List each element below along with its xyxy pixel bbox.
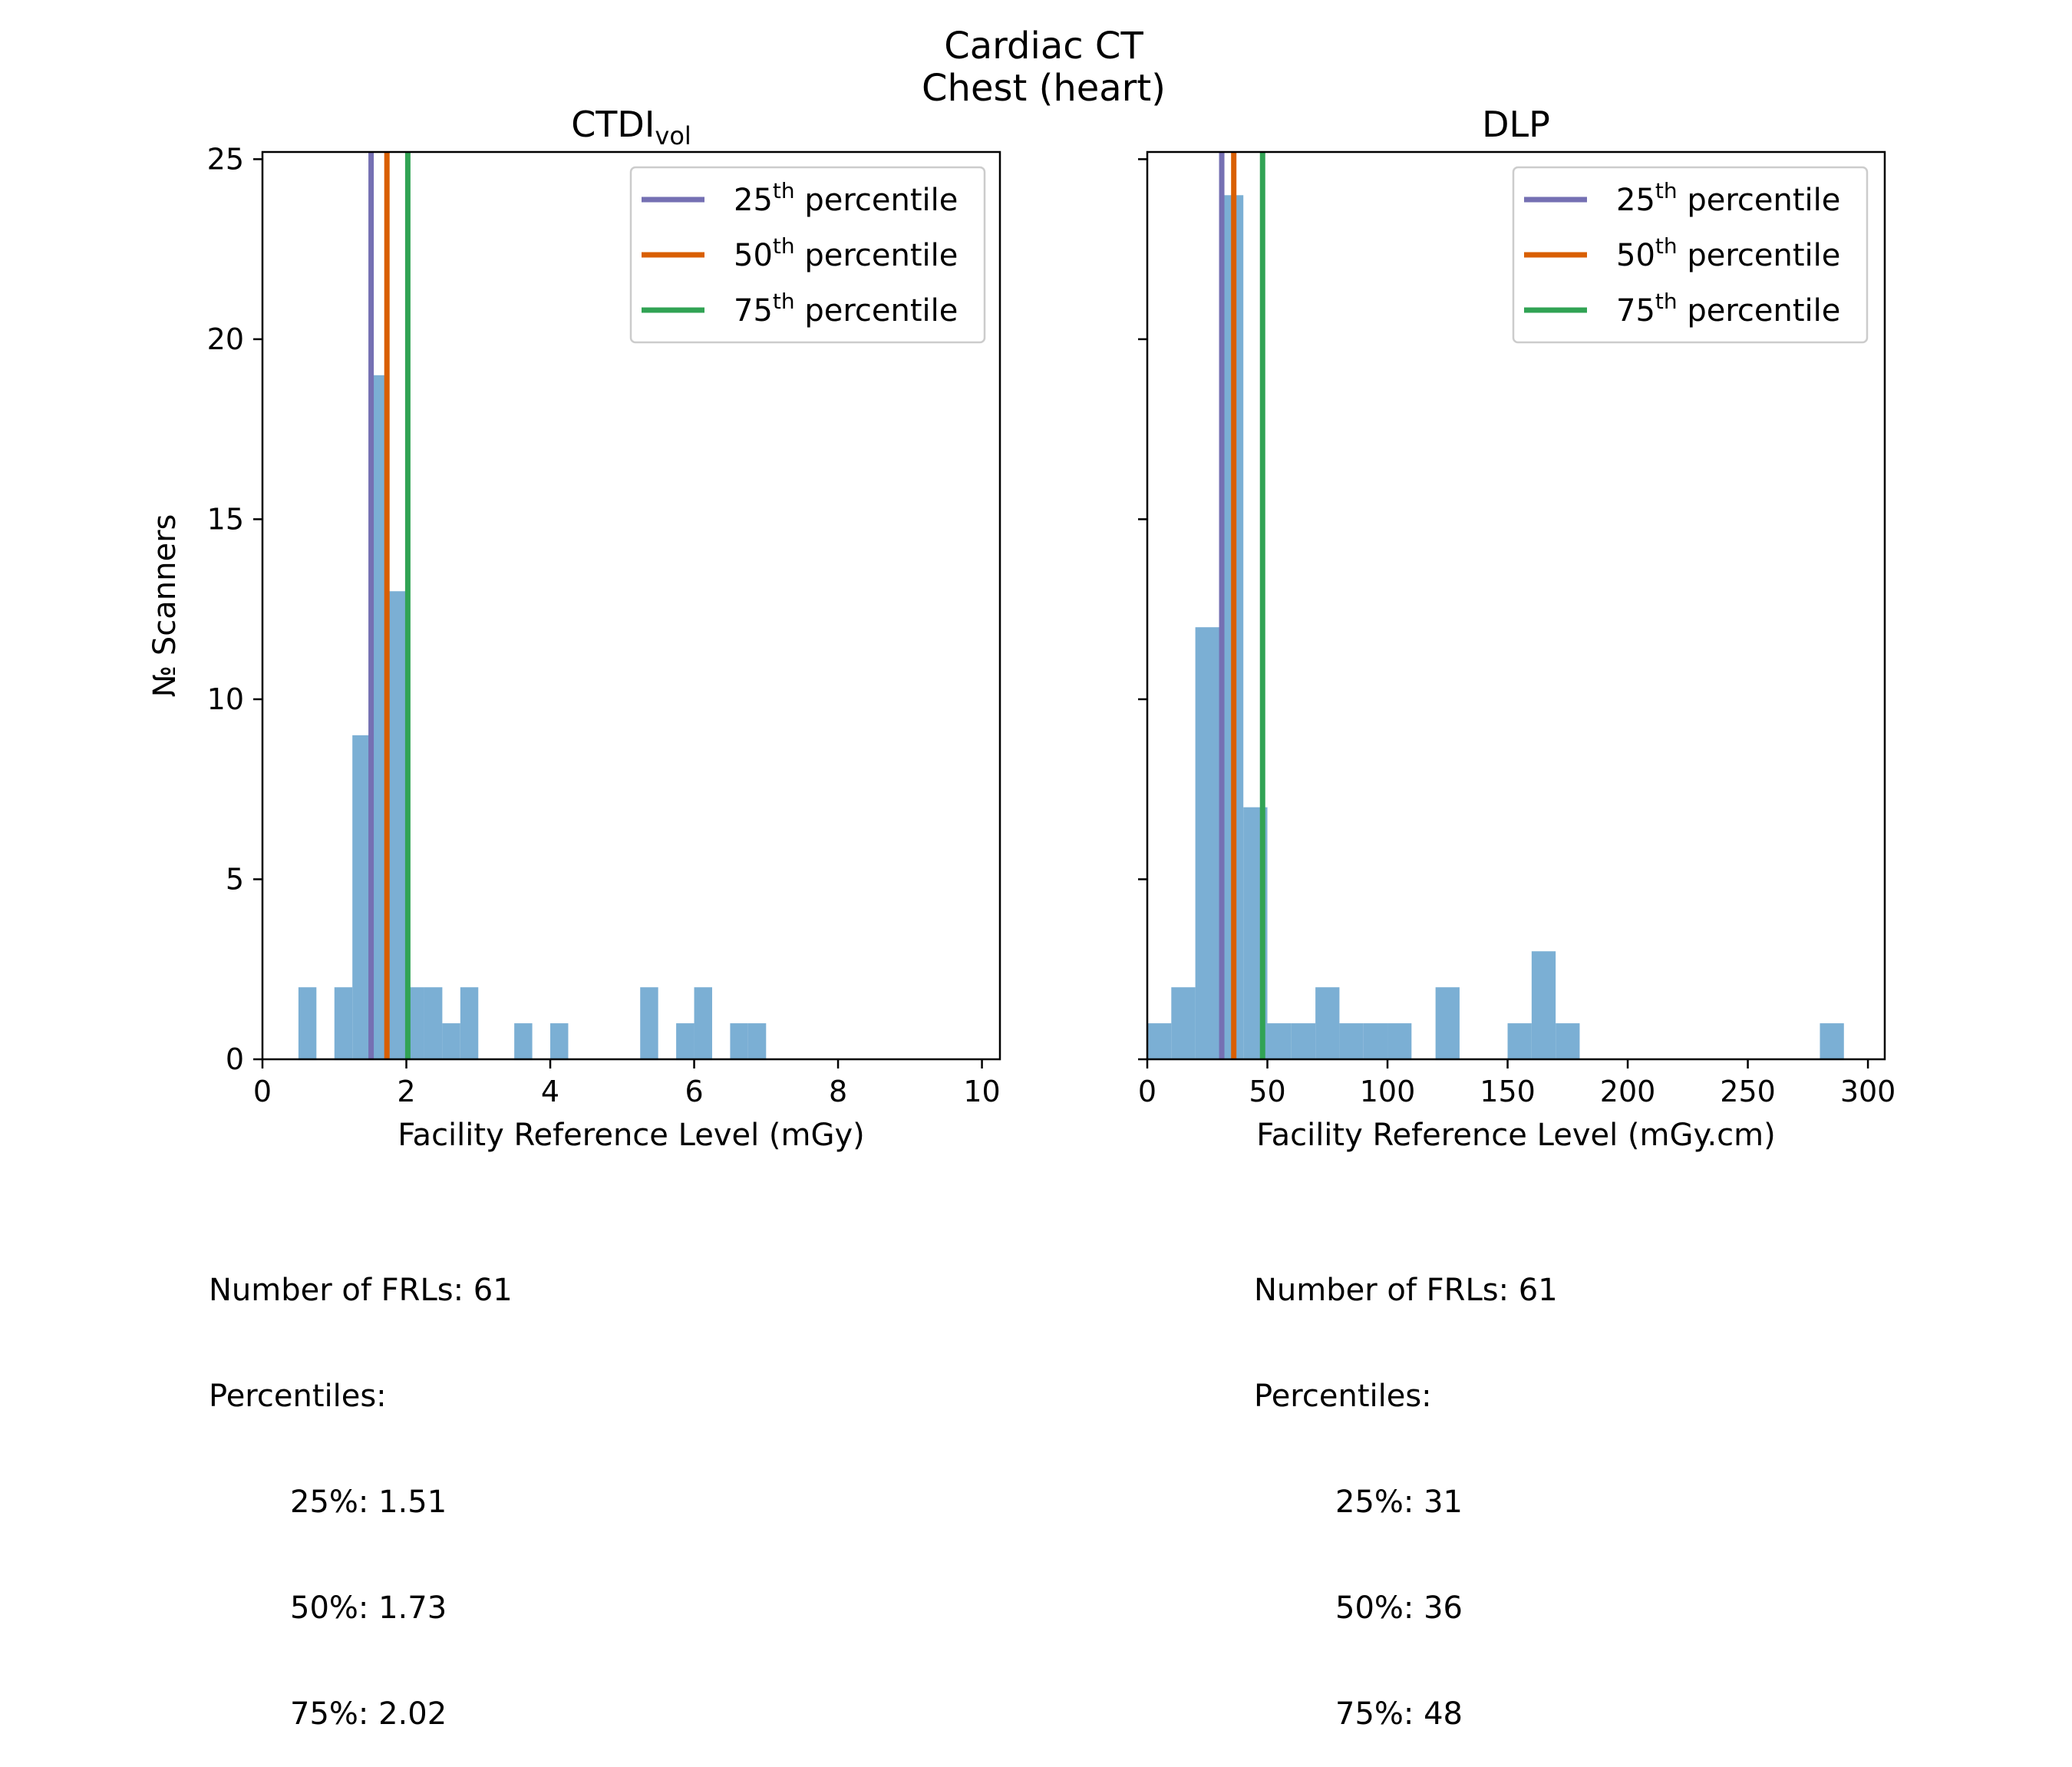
ctdi-bar-4 [388, 591, 407, 1059]
ctdi-bar-10 [550, 1023, 569, 1059]
dlp-bar-6 [1291, 1023, 1316, 1059]
dlp-bar-13 [1531, 951, 1556, 1059]
dlp-bar-5 [1267, 1023, 1292, 1059]
dlp-bar-12 [1507, 1023, 1532, 1059]
ctdi-y-tick-label-1: 5 [226, 862, 244, 896]
ctdi-x-tick-label-2: 4 [541, 1075, 559, 1108]
dlp-frl-count: Number of FRLs: 61 [1254, 1273, 1558, 1308]
ctdi-x-tick-label-4: 8 [829, 1075, 847, 1108]
ctdi-bar-6 [424, 987, 443, 1059]
ctdi-bar-15 [747, 1023, 767, 1059]
ctdi-bar-5 [406, 987, 424, 1059]
ctdi-y-tick-label-5: 25 [207, 142, 244, 176]
dlp-panel: 0 50 100 150 200 250 300 DLP Facility Reference … [1138, 104, 1895, 1153]
ctdi-bar-2 [352, 735, 371, 1059]
dlp-bar-0 [1147, 1023, 1172, 1059]
ctdi-bar-9 [514, 1023, 533, 1059]
dlp-bar-11 [1435, 987, 1460, 1059]
ctdi-bar-7 [442, 1023, 460, 1059]
ctdi-legend-label-75: 75th percentile [734, 289, 958, 329]
dlp-bar-14 [1556, 1023, 1580, 1059]
ctdi-bar-12 [676, 1023, 695, 1059]
dlp-percentiles-heading: Percentiles: [1254, 1379, 1432, 1414]
dlp-x-tick-label-5: 250 [1720, 1075, 1776, 1108]
dlp-x-tick-label-6: 300 [1840, 1075, 1896, 1108]
dlp-p75-value: 75%: 48 [1335, 1696, 1463, 1732]
ctdi-y-tick-label-3: 15 [207, 502, 244, 536]
dlp-x-tick-label-3: 150 [1480, 1075, 1536, 1108]
dlp-x-tick-label-2: 100 [1360, 1075, 1416, 1108]
ctdi-y-tick-label-0: 0 [226, 1042, 244, 1076]
ctdi-legend-label-50: 50th percentile [734, 233, 958, 273]
dlp-bar-10 [1387, 1023, 1412, 1059]
dlp-axes-frame [1146, 150, 1886, 1061]
ctdi-y-axis-label: № Scanners [147, 514, 183, 698]
ctdi-y-tick-label-4: 20 [207, 322, 244, 356]
ctdi-x-axis-label: Facility Reference Level (mGy) [398, 1118, 865, 1153]
ctdi-bar-3 [370, 375, 389, 1059]
dlp-bar-15 [1820, 1023, 1844, 1059]
ctdi-x-tick-label-5: 10 [963, 1075, 1000, 1108]
ctdi-x-tick-label-1: 2 [397, 1075, 415, 1108]
dlp-p25-value: 25%: 31 [1335, 1485, 1463, 1520]
dlp-x-tick-label-4: 200 [1600, 1075, 1656, 1108]
ctdi-panel: 0 2 4 6 8 10 0 5 10 15 20 25 CTDIvol Facility Referen… [147, 104, 1001, 1153]
figure-subtitle: Chest (heart) [922, 67, 1166, 110]
dlp-stats: Number of FRLs: 61 Percentiles: 25%: 31 … [1254, 1202, 1558, 1767]
ctdi-p75-value: 75%: 2.02 [290, 1696, 447, 1732]
ctdi-y-tick-label-2: 10 [207, 682, 244, 716]
figure: Cardiac CT Chest (heart) 0 2 4 6 8 1005101520… [147, 25, 1895, 1153]
dlp-bar-1 [1171, 987, 1196, 1059]
ctdi-legend [629, 166, 986, 344]
ctdi-legend-label-25: 25th percentile [734, 178, 958, 218]
ctdi-chart-title: CTDIvol [571, 104, 691, 150]
ctdi-bar-14 [730, 1023, 748, 1059]
dlp-bar-9 [1363, 1023, 1388, 1059]
dlp-x-tick-label-1: 50 [1249, 1075, 1285, 1108]
figure-title: Cardiac CT [944, 25, 1143, 68]
ctdi-percentiles-heading: Percentiles: [209, 1379, 387, 1414]
ctdi-bar-11 [640, 987, 658, 1059]
dlp-x-tick-label-0: 0 [1138, 1075, 1156, 1108]
ctdi-stats: Number of FRLs: 61 Percentiles: 25%: 1.5… [209, 1202, 513, 1767]
dlp-legend-label-75: 75th percentile [1616, 289, 1840, 329]
ctdi-bar-0 [298, 987, 317, 1059]
ctdi-x-tick-label-3: 6 [685, 1075, 703, 1108]
dlp-x-axis-label: Facility Reference Level (mGy.cm) [1256, 1118, 1776, 1153]
ctdi-bar-13 [694, 987, 712, 1059]
dlp-bar-7 [1315, 987, 1340, 1059]
ctdi-frl-count: Number of FRLs: 61 [209, 1273, 513, 1308]
dlp-legend-label-50: 50th percentile [1616, 233, 1840, 273]
ctdi-x-tick-label-0: 0 [253, 1075, 272, 1108]
ctdi-bar-1 [334, 987, 353, 1059]
dlp-bar-2 [1195, 627, 1219, 1059]
dlp-legend-label-25: 25th percentile [1616, 178, 1840, 218]
ctdi-bar-8 [460, 987, 479, 1059]
dlp-bar-8 [1339, 1023, 1364, 1059]
ctdi-axes-frame [261, 150, 1001, 1061]
dlp-legend [1512, 166, 1869, 344]
dlp-chart-title: DLP [1482, 104, 1550, 145]
ctdi-p25-value: 25%: 1.51 [290, 1485, 447, 1520]
ctdi-p50-value: 50%: 1.73 [290, 1590, 447, 1626]
dlp-p50-value: 50%: 36 [1335, 1590, 1463, 1626]
